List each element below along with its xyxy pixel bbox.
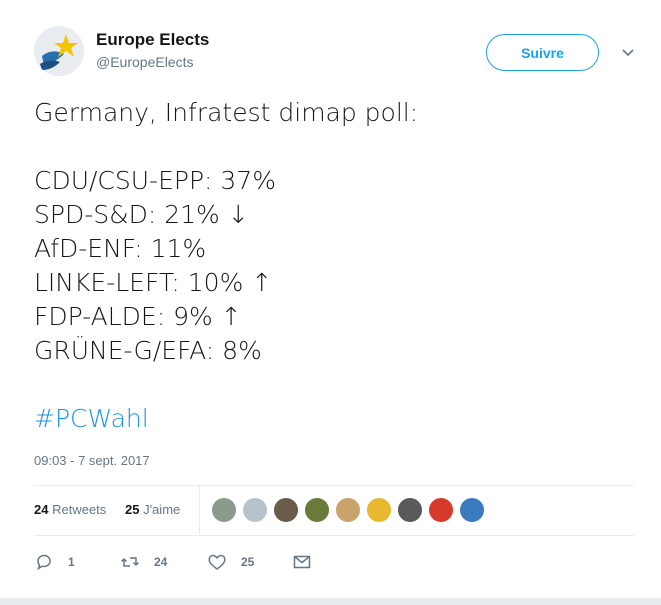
- stats-top-divider: [34, 485, 634, 486]
- likes-label: J'aime: [143, 502, 181, 517]
- reply-count: 1: [68, 555, 75, 569]
- liker-avatar[interactable]: [273, 497, 299, 523]
- poll-line-gruene: GRÜNE-G/EFA: 8%: [34, 336, 262, 365]
- poll-line-fdp: FDP-ALDE: 9% ↑: [34, 302, 242, 331]
- poll-line-linke: LINKE-LEFT: 10% ↑: [34, 268, 273, 297]
- follow-button[interactable]: Suivre: [486, 34, 599, 71]
- tweet-blank-line: [34, 130, 634, 164]
- heart-icon: [208, 554, 226, 570]
- liker-avatar[interactable]: [335, 497, 361, 523]
- retweets-label: Retweets: [52, 502, 107, 517]
- liker-avatar[interactable]: [242, 497, 268, 523]
- poll-line-spd: SPD-S&D: 21% ↓: [34, 200, 249, 229]
- tweet-header: Europe Elects @EuropeElects Suivre: [34, 26, 634, 78]
- liker-avatar[interactable]: [397, 497, 423, 523]
- stats-bottom-divider: [34, 535, 634, 536]
- retweet-button[interactable]: 24: [120, 548, 167, 576]
- direct-message-button[interactable]: [292, 548, 326, 576]
- retweets-stat[interactable]: 24 Retweets: [34, 502, 106, 517]
- likes-stat[interactable]: 25 J'aime: [125, 502, 180, 517]
- tweet-stats: 24 Retweets 25 J'aime: [34, 486, 634, 534]
- retweet-count: 24: [154, 555, 168, 569]
- chevron-down-icon[interactable]: [620, 44, 636, 60]
- envelope-icon: [293, 555, 311, 569]
- hashtag-link[interactable]: #PCWahl: [34, 404, 149, 433]
- bottom-strip: [0, 598, 661, 605]
- author-handle[interactable]: @EuropeElects: [96, 54, 194, 70]
- europe-elects-logo-icon: [34, 26, 84, 76]
- tweet-actions: 1 24 25: [34, 548, 634, 576]
- liker-avatar[interactable]: [459, 497, 485, 523]
- author-info: Europe Elects @EuropeElects: [96, 30, 209, 71]
- liker-avatar[interactable]: [428, 497, 454, 523]
- liker-avatar[interactable]: [366, 497, 392, 523]
- author-avatar[interactable]: [34, 26, 84, 76]
- retweet-icon: [120, 557, 140, 567]
- tweet-timestamp[interactable]: 09:03 - 7 sept. 2017: [34, 453, 150, 468]
- like-button[interactable]: 25: [207, 548, 254, 576]
- author-name[interactable]: Europe Elects: [96, 30, 210, 49]
- tweet-blank-line: [34, 368, 634, 402]
- liker-avatar[interactable]: [211, 497, 237, 523]
- poll-line-afd: AfD-ENF: 11%: [34, 234, 207, 263]
- stats-separator: [199, 486, 200, 534]
- liker-avatar[interactable]: [304, 497, 330, 523]
- like-count: 25: [241, 555, 255, 569]
- reply-button[interactable]: 1: [34, 548, 75, 576]
- tweet-intro: Germany, Infratest dimap poll:: [34, 98, 419, 127]
- likes-count: 25: [125, 502, 140, 517]
- tweet-text: Germany, Infratest dimap poll: CDU/CSU-E…: [34, 96, 634, 436]
- poll-line-cdu: CDU/CSU-EPP: 37%: [34, 166, 276, 195]
- retweets-count: 24: [34, 502, 49, 517]
- reply-icon: [37, 554, 51, 571]
